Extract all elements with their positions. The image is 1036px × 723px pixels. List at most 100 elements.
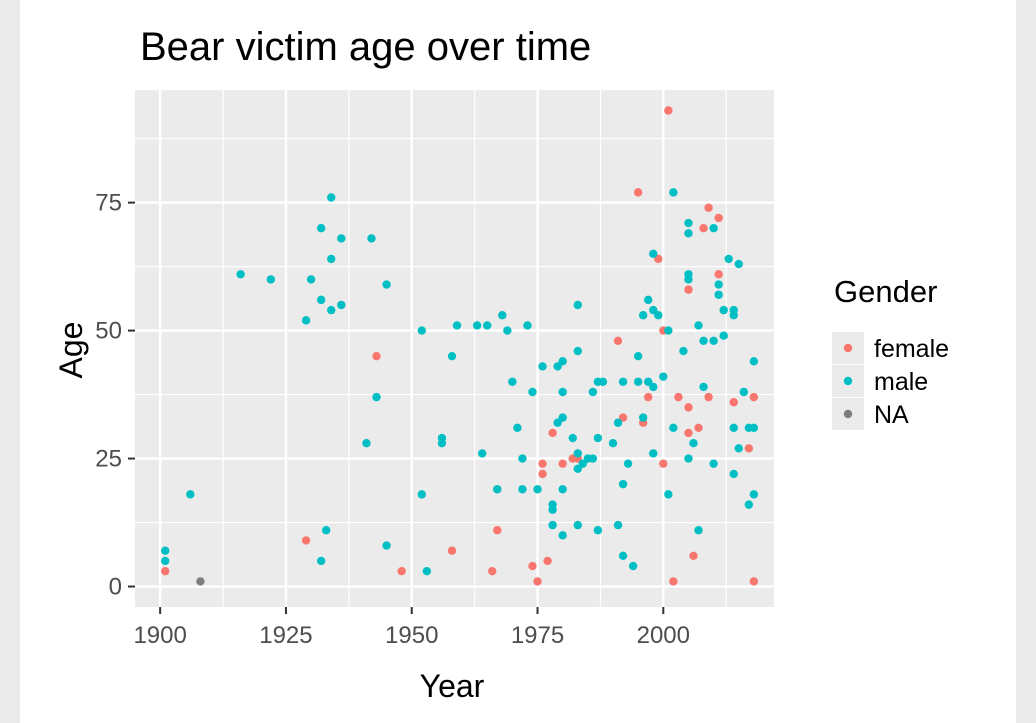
- data-point-female: [729, 398, 738, 407]
- data-point-male: [372, 392, 381, 402]
- data-point-male: [186, 490, 195, 499]
- data-point-female: [488, 566, 497, 576]
- data-point-male: [749, 423, 759, 433]
- data-point-male: [649, 249, 658, 259]
- data-point-male: [523, 321, 532, 330]
- data-point-male: [337, 300, 346, 310]
- data-point-male: [573, 449, 582, 458]
- data-point-male: [553, 362, 562, 371]
- data-point-female: [538, 469, 547, 479]
- y-axis-title: Age: [53, 322, 89, 379]
- data-point-male: [684, 454, 693, 463]
- y-tick-label: 0: [109, 574, 122, 601]
- y-tick-label: 75: [95, 190, 122, 217]
- data-point-male: [533, 485, 542, 494]
- data-point-male: [649, 449, 658, 458]
- x-tick-label: 1975: [511, 622, 564, 649]
- data-point-female: [714, 213, 723, 223]
- data-point-male: [573, 300, 582, 310]
- data-point-male: [749, 357, 759, 366]
- data-point-female: [618, 413, 628, 422]
- plot-frame: Bear victim age over time 1900 1925 1950 19…: [20, 0, 1016, 723]
- x-tick-label: 1925: [259, 622, 312, 649]
- data-point-male: [306, 275, 316, 284]
- data-point-male: [709, 459, 718, 468]
- data-point-male: [160, 556, 170, 566]
- data-point-male: [417, 490, 426, 499]
- data-point-male: [472, 321, 482, 330]
- data-point-female: [704, 392, 713, 402]
- data-point-male: [327, 305, 336, 315]
- data-point-male: [503, 326, 512, 335]
- data-point-male: [548, 500, 557, 509]
- x-axis-title: Year: [420, 668, 485, 704]
- legend-marker-female: [843, 343, 853, 353]
- y-tick-label: 50: [95, 318, 122, 345]
- data-point-male: [749, 490, 759, 499]
- data-point-male: [362, 438, 371, 448]
- data-point-male: [483, 321, 492, 330]
- data-point-female: [543, 556, 552, 566]
- data-point-male: [729, 469, 738, 479]
- data-point-male: [588, 454, 598, 463]
- legend: Gender female male NA: [832, 274, 949, 430]
- data-point-male: [437, 433, 447, 443]
- data-point-male: [744, 500, 754, 509]
- data-point-male: [528, 387, 537, 397]
- data-point-female: [654, 254, 663, 264]
- data-point-female: [749, 577, 759, 586]
- data-point-male: [644, 295, 653, 305]
- data-point-male: [669, 188, 678, 197]
- data-point-male: [638, 413, 648, 422]
- data-point-male: [709, 224, 718, 233]
- data-point-female: [669, 577, 678, 586]
- data-point-male: [699, 382, 708, 392]
- data-point-male: [593, 433, 603, 443]
- data-point-male: [644, 377, 653, 386]
- data-point-male: [558, 357, 567, 366]
- data-point-male: [316, 556, 326, 566]
- data-point-female: [659, 459, 668, 468]
- data-point-female: [397, 566, 406, 576]
- data-point-male: [573, 346, 582, 356]
- data-point-male: [266, 275, 276, 284]
- data-point-male: [558, 531, 567, 540]
- data-point-male: [719, 331, 728, 340]
- data-point-female: [644, 392, 653, 402]
- data-point-male: [729, 423, 738, 433]
- data-point-male: [628, 561, 638, 571]
- data-point-female: [699, 224, 708, 233]
- data-point-female: [372, 351, 381, 361]
- data-point-male: [553, 418, 562, 427]
- data-point-male: [664, 490, 673, 499]
- data-point-male: [734, 444, 743, 453]
- chart-title: Bear victim age over time: [140, 25, 591, 69]
- data-point-male: [447, 351, 457, 361]
- data-point-male: [367, 234, 376, 243]
- data-point-male: [684, 218, 693, 228]
- data-point-male: [160, 546, 170, 555]
- data-point-female: [714, 270, 723, 279]
- data-point-male: [654, 311, 663, 320]
- data-point-male: [618, 479, 628, 489]
- data-point-female: [548, 428, 557, 438]
- data-point-male: [477, 449, 487, 458]
- data-point-male: [316, 295, 326, 305]
- data-point-male: [623, 459, 633, 468]
- data-point-male: [714, 290, 723, 299]
- data-point-male: [578, 459, 588, 468]
- data-point-male: [633, 377, 643, 386]
- data-point-female: [528, 561, 537, 571]
- axis-ticks: 1900 1925 1950 1975 2000 0 25 50 75: [95, 190, 690, 649]
- data-point-male: [236, 270, 245, 279]
- data-point-female: [684, 428, 693, 438]
- data-point-male: [316, 224, 326, 233]
- data-point-male: [337, 234, 346, 243]
- data-point-female: [447, 546, 457, 555]
- plot-panel: [135, 90, 774, 607]
- data-point-female: [538, 459, 547, 468]
- data-point-female: [558, 459, 567, 468]
- data-point-male: [301, 316, 311, 325]
- data-point-male: [709, 336, 718, 346]
- legend-marker-male: [843, 376, 853, 386]
